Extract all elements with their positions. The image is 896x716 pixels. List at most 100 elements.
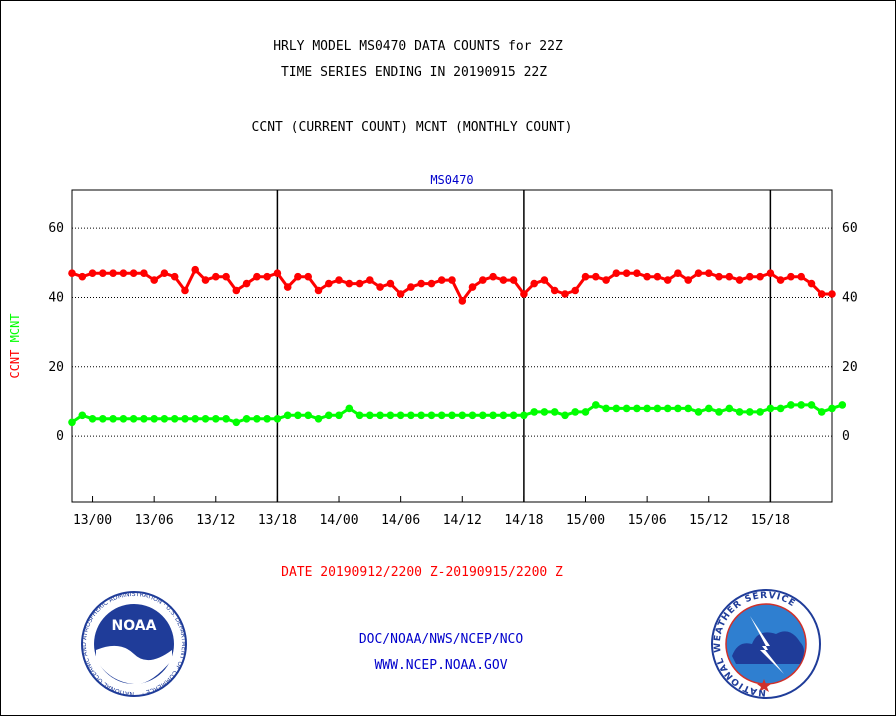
y-axis-label-mcnt: MCNT — [8, 313, 22, 349]
data-point-mcnt — [735, 408, 744, 416]
data-point-ccnt — [325, 279, 333, 288]
data-point-ccnt — [78, 272, 87, 281]
data-point-mcnt — [807, 401, 816, 409]
data-point-ccnt — [109, 269, 117, 278]
data-point-mcnt — [160, 415, 169, 423]
data-point-mcnt — [787, 401, 795, 409]
x-tick-label: 15/18 — [751, 513, 790, 528]
data-point-mcnt — [99, 415, 107, 423]
data-point-ccnt — [160, 269, 169, 278]
data-point-mcnt — [468, 411, 477, 420]
data-point-mcnt — [540, 408, 549, 416]
data-point-mcnt — [561, 411, 569, 420]
data-point-mcnt — [622, 404, 631, 413]
data-point-mcnt — [489, 411, 497, 420]
x-tick-label: 14/06 — [381, 513, 420, 528]
data-point-mcnt — [756, 408, 764, 416]
data-point-mcnt — [386, 411, 395, 420]
data-point-ccnt — [129, 269, 138, 278]
data-point-ccnt — [571, 286, 579, 295]
x-tick-label: 15/06 — [628, 513, 667, 528]
y-tick-label-left: 60 — [48, 221, 64, 236]
gridlines — [72, 227, 832, 437]
data-point-mcnt — [232, 418, 241, 427]
data-point-mcnt — [417, 411, 426, 420]
data-point-ccnt — [242, 279, 251, 288]
y-tick-label-right: 0 — [842, 429, 850, 444]
y-tick-label-left: 0 — [56, 429, 64, 444]
data-point-ccnt — [715, 272, 723, 281]
x-tick-label: 13/18 — [258, 513, 297, 528]
data-point-mcnt — [663, 404, 672, 413]
data-point-mcnt — [88, 415, 97, 423]
series-mcnt — [68, 401, 847, 427]
data-point-ccnt — [797, 272, 805, 281]
data-point-ccnt — [530, 279, 538, 288]
y-axis-label: CCNT MCNT — [8, 313, 22, 378]
data-point-mcnt — [479, 411, 487, 420]
data-point-ccnt — [694, 269, 703, 278]
data-point-mcnt — [766, 404, 775, 413]
noaa-logo-text: NOAA — [112, 618, 157, 634]
data-point-ccnt — [212, 272, 220, 281]
x-tick-label: 13/12 — [196, 513, 235, 528]
data-point-ccnt — [499, 276, 508, 284]
data-point-ccnt — [643, 272, 651, 281]
data-point-mcnt — [140, 415, 148, 423]
data-point-ccnt — [263, 272, 271, 281]
x-tick-label: 13/00 — [73, 513, 112, 528]
data-point-ccnt — [273, 269, 282, 278]
data-point-mcnt — [119, 415, 128, 423]
data-point-ccnt — [345, 279, 354, 288]
data-point-mcnt — [458, 411, 467, 420]
data-point-ccnt — [119, 269, 128, 278]
data-point-ccnt — [314, 286, 323, 295]
x-tick-label: 15/00 — [566, 513, 605, 528]
data-point-ccnt — [622, 269, 631, 278]
data-point-ccnt — [602, 276, 610, 284]
data-point-ccnt — [222, 272, 230, 281]
data-point-mcnt — [448, 411, 456, 420]
data-point-mcnt — [817, 408, 826, 416]
data-point-mcnt — [201, 415, 210, 423]
website-link[interactable]: WWW.NCEP.NOAA.GOV — [374, 658, 508, 673]
plot-area — [71, 189, 833, 503]
data-point-mcnt — [355, 411, 364, 420]
data-point-mcnt — [581, 408, 590, 416]
noaa-logo: NOAA NATIONAL OCEANIC AND ATMOSPHERIC AD… — [81, 591, 187, 697]
data-point-mcnt — [376, 411, 384, 420]
data-point-ccnt — [520, 290, 528, 298]
data-point-ccnt — [232, 286, 241, 295]
data-point-ccnt — [746, 272, 754, 281]
series-ccnt — [68, 265, 836, 305]
data-point-mcnt — [725, 404, 734, 413]
data-point-mcnt — [550, 408, 559, 416]
chart-title-line1: HRLY MODEL MS0470 DATA COUNTS for 22Z — [273, 39, 563, 54]
y-axis-label-ccnt: CCNT — [8, 350, 22, 379]
data-point-mcnt — [345, 404, 354, 413]
y-tick-label-right: 60 — [842, 221, 858, 236]
x-tick-label: 14/12 — [443, 513, 482, 528]
data-point-ccnt — [283, 283, 292, 291]
series-lines — [68, 265, 847, 427]
data-point-ccnt — [479, 276, 487, 284]
data-point-ccnt — [99, 269, 107, 278]
data-point-mcnt — [170, 415, 179, 423]
data-point-ccnt — [489, 272, 497, 281]
data-point-ccnt — [170, 272, 179, 281]
data-point-ccnt — [633, 269, 641, 278]
data-point-ccnt — [540, 276, 549, 284]
data-point-ccnt — [253, 272, 261, 281]
data-point-mcnt — [407, 411, 415, 420]
data-point-ccnt — [550, 286, 559, 295]
data-point-mcnt — [222, 415, 230, 423]
data-point-ccnt — [592, 272, 600, 281]
x-tick-label: 13/06 — [135, 513, 174, 528]
data-point-ccnt — [304, 272, 313, 281]
data-point-ccnt — [386, 279, 395, 288]
data-point-mcnt — [694, 408, 703, 416]
data-point-ccnt — [201, 276, 210, 284]
y-tick-labels: 0 0 20 20 40 40 60 60 — [48, 221, 857, 444]
y-tick-label-right: 40 — [842, 290, 858, 305]
